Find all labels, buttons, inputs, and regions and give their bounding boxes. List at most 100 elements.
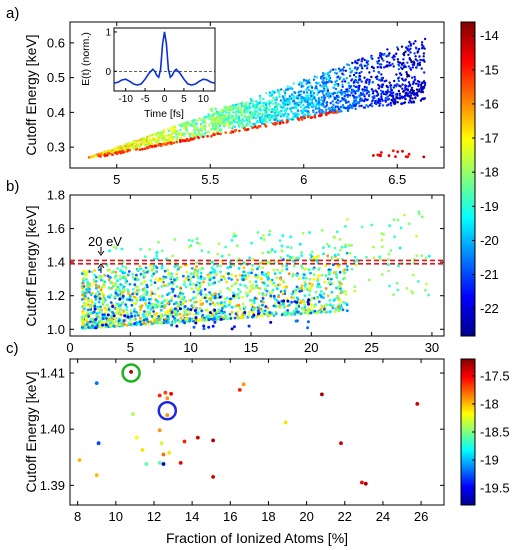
panel-b-point [122,285,126,289]
panel-b-point [159,312,163,316]
panel-b-point [159,308,163,312]
panel-c-point [415,402,420,406]
panel-a-point [382,59,385,62]
panel-a-point [143,147,146,151]
panel-b-point [294,319,298,323]
panel-a-point [133,140,136,143]
panel-b-point [135,273,138,277]
panel-b-point [306,311,309,315]
panel-b-point [201,267,205,270]
panel-b-point [91,326,95,330]
panel-b-point [256,267,259,271]
panel-b-point [213,270,217,274]
panel-b-point [122,309,126,313]
panel-a-point [261,112,264,116]
panel-a-point [195,128,199,132]
panel-b-point [101,317,105,320]
panel-c-point [157,461,162,465]
panel-b-point [81,323,85,327]
panel-a-point [244,128,247,132]
panel-a-point [361,67,364,70]
panel-b-point [169,313,173,316]
panel-a-point [121,151,125,154]
panel-a-point [169,128,173,132]
panel-b-point [274,302,277,306]
panel-a-point [220,115,223,119]
panel-b-point [301,266,304,270]
panel-a-point [413,61,416,65]
panel-a-point [358,78,362,81]
panel-b-point [328,298,332,302]
panel-b-point [237,267,241,270]
panel-b-point [195,237,199,241]
panel-b-point [94,283,98,287]
panel-b-point [153,303,157,307]
panel-b-point [109,293,113,297]
panel-a-point [207,113,210,116]
panel-b-point [213,296,217,300]
panel-b-point [193,268,197,272]
panel-b-point [328,303,332,306]
panel-b-point [248,290,252,294]
panel-a-point [298,103,301,107]
panel-b-point [295,300,299,304]
panel-a-point [418,61,422,64]
panel-b-point [183,278,187,282]
panel-b-point [335,307,338,311]
panel-a-point [231,124,235,128]
panel-b-point [172,320,176,324]
panel-b-point [270,248,274,252]
panel-b-point [90,270,94,274]
panel-a-point [422,55,425,58]
panel-a-point [420,43,424,46]
panel-a-point [258,125,262,128]
panel-a-point [256,112,260,115]
panel-b-point [242,270,246,274]
panel-a-point [365,92,368,95]
panel-b-point [293,312,297,316]
panel-b-point [140,295,144,298]
panel-a-point [331,100,334,103]
panel-a-point [279,115,283,118]
panel-b-point [220,309,224,313]
panel-b-point [142,321,146,325]
panel-b-point [308,282,312,285]
panel-a-point [423,47,426,50]
colorbar-bottom-ticks: -17.5-18-18.5-19-19.5 [472,368,510,496]
panel-b-point [224,305,228,308]
panel-b-point [145,315,149,319]
panel-a-point [162,135,165,138]
panel-b-point [148,322,152,326]
panel-a-point [116,149,119,152]
panel-b-point [82,279,85,282]
panel-b-point [117,303,121,306]
panel-a-point [217,111,220,115]
panel-b-point [156,287,160,290]
panel-a-point [180,124,184,128]
panel-a-point [363,99,366,103]
panel-a-point [400,63,404,66]
panel-a-point [416,94,419,98]
panel-a-point [184,129,188,132]
panel-a-point [212,131,216,134]
panel-b-point [121,324,124,328]
panel-b-point [199,267,202,271]
panel-a-point [183,134,186,138]
panel-b-xtick-label: 10 [183,340,197,355]
panel-b-point [273,250,277,254]
panel-b-point [133,307,137,311]
panel-b-point [97,311,101,315]
panel-b-point [230,239,234,242]
panel-b-point [105,303,109,307]
panel-b-point [99,278,103,282]
panel-a-point [173,135,176,139]
panel-a-point [252,111,256,114]
panel-a-point [185,137,189,141]
panel-b-point [230,284,234,288]
panel-b-point [230,273,234,276]
panel-b-point [417,210,421,214]
panel-b-point [118,323,122,327]
panel-b-point [149,264,153,268]
panel-b-point [330,290,334,294]
panel-b-point [81,290,85,294]
